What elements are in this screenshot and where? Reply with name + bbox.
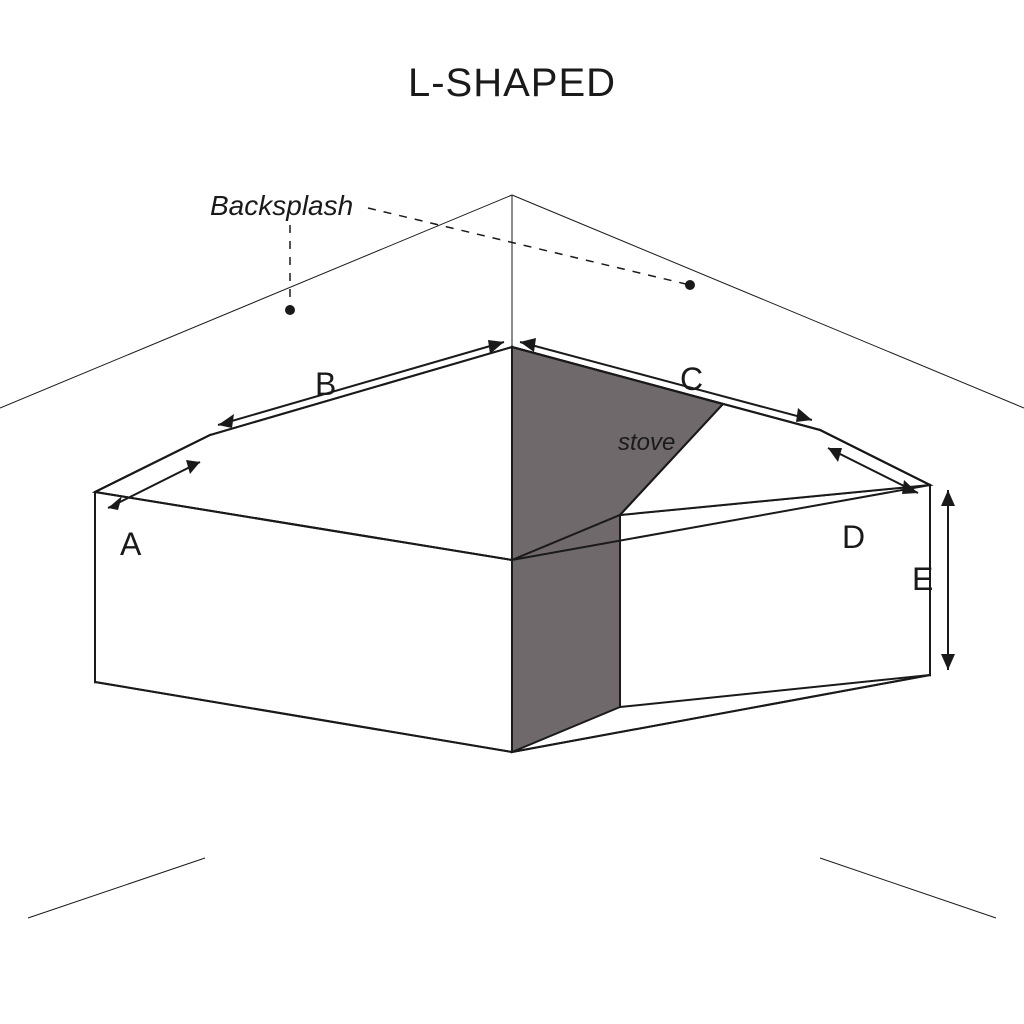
l-shaped-diagram: L-SHAPED Backsplash Backsplash xyxy=(0,0,1024,1024)
dim-E-label: E xyxy=(912,561,933,597)
dim-D-label: D xyxy=(842,519,865,555)
dim-C-label: C xyxy=(680,361,703,397)
dim-B-label: B xyxy=(315,366,336,402)
dim-A-label: A xyxy=(120,526,142,562)
diagram-title: L-SHAPED xyxy=(408,61,616,105)
backsplash-text-final: Backsplash xyxy=(210,190,353,221)
stove-label: stove xyxy=(618,429,675,456)
right-front-white xyxy=(620,485,930,707)
